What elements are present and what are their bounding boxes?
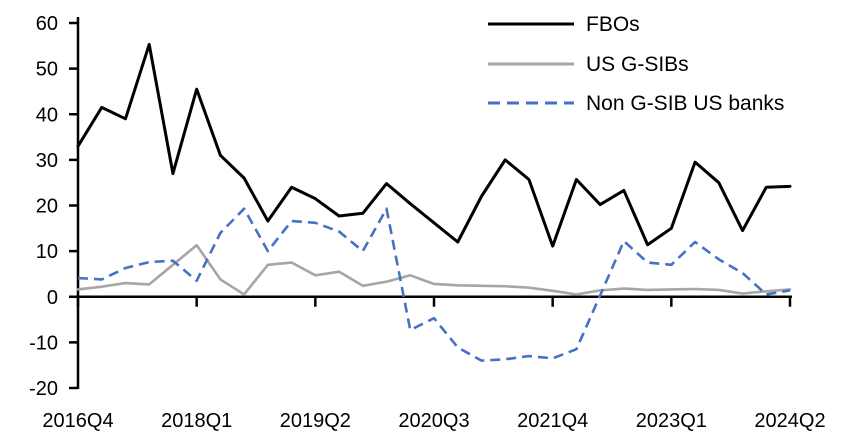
legend-label-fbos: FBOs (586, 13, 640, 36)
legend-label-us-gsibs: US G-SIBs (586, 53, 689, 76)
x-tick-label: 2018Q1 (161, 410, 232, 432)
y-tick-label: -20 (29, 378, 58, 400)
legend: FBOs US G-SIBs Non G-SIB US banks (488, 13, 784, 115)
series-line-non-gsib-us-banks (77, 207, 791, 362)
x-tick-label: 2023Q1 (636, 410, 707, 432)
x-tick-label: 2021Q4 (517, 410, 588, 432)
y-tick-label: 10 (36, 241, 58, 263)
series-line-us-gsibs (76, 243, 792, 296)
y-tick-label: 20 (36, 196, 58, 218)
legend-item-us-gsibs: US G-SIBs (488, 53, 689, 76)
x-tick-label: 2020Q3 (398, 410, 469, 432)
legend-item-fbos: FBOs (488, 13, 640, 36)
y-tick-label: 50 (36, 59, 58, 81)
y-tick-label: 60 (36, 13, 58, 35)
series-lines (76, 42, 792, 362)
y-tick-label: 0 (47, 287, 58, 309)
x-tick-label: 2016Q4 (42, 410, 113, 432)
legend-item-non-gsib-us-banks: Non G-SIB US banks (488, 92, 784, 115)
x-tick-label: 2024Q2 (754, 410, 825, 432)
y-tick-label: -10 (29, 332, 58, 354)
y-tick-label: 40 (36, 104, 58, 126)
x-tick-label: 2019Q2 (280, 410, 351, 432)
series-line-fbos (76, 42, 792, 248)
y-tick-label: 30 (36, 150, 58, 172)
axes: 60 50 40 30 20 10 0 -10 -20 2016Q4 2018Q1 2019Q2 202… (29, 13, 825, 432)
legend-label-non-gsib-us-banks: Non G-SIB US banks (586, 92, 784, 115)
